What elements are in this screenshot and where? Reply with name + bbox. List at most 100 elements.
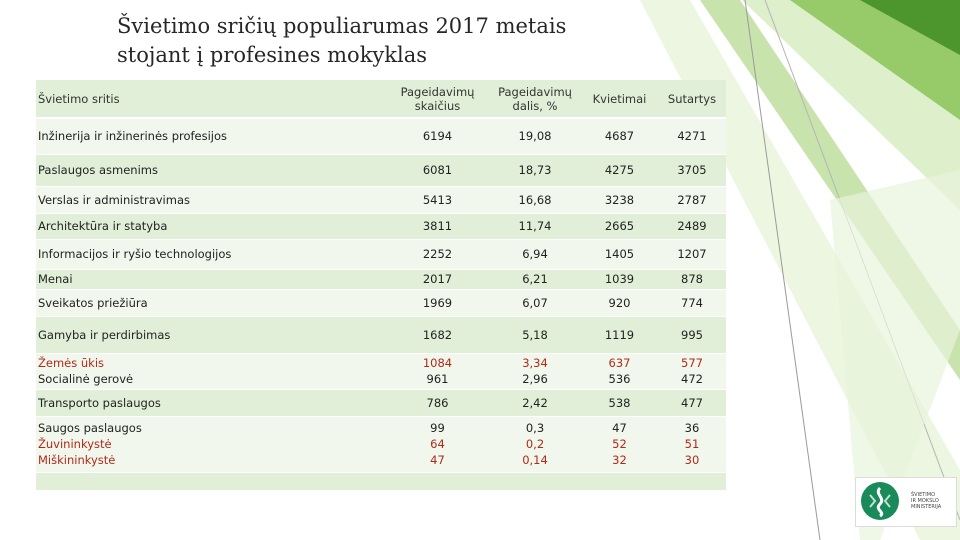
row-contracts: 477	[658, 389, 726, 417]
table-row: Inžinerija ir inžinerinės profesijos 619…	[36, 118, 726, 155]
row-wishes-pair: 1084 961	[386, 353, 489, 390]
value-invitations-fishery: 52	[612, 437, 627, 451]
value-wishes-fishery: 64	[430, 437, 445, 451]
value-share-forestry: 0,14	[522, 453, 548, 467]
row-invitations: 1119	[581, 316, 658, 354]
education-areas-table: Švietimo sritis Pageidavimų skaičius Pag…	[36, 80, 726, 491]
table-row: Paslaugos asmenims 6081 18,73 4275 3705	[36, 154, 726, 187]
row-contracts: 3705	[658, 154, 726, 187]
row-area: Transporto paslaugos	[36, 389, 386, 417]
row-area: Sveikatos priežiūra	[36, 289, 386, 317]
row-invitations: 1039	[581, 269, 658, 290]
value-wishes-social: 961	[426, 372, 449, 386]
row-share-triple: 0,3 0,2 0,14	[489, 416, 581, 473]
value-contracts-security: 36	[684, 421, 700, 435]
header-wish-count-line1: Pageidavimų	[400, 84, 475, 99]
row-invitations: 4687	[581, 118, 658, 155]
table-row: Menai 2017 6,21 1039 878	[36, 269, 726, 290]
table-row: Transporto paslaugos 786 2,42 538 477	[36, 389, 726, 417]
title-line-2: stojant į profesines mokyklas	[117, 43, 428, 67]
value-share-agriculture: 3,34	[522, 356, 548, 370]
row-area-agriculture: Žemės ūkis	[38, 356, 105, 370]
value-contracts-fishery: 51	[684, 437, 700, 451]
table-header-row: Švietimo sritis Pageidavimų skaičius Pag…	[36, 80, 726, 119]
header-wish-count: Pageidavimų skaičius	[386, 80, 489, 119]
ministry-logo-text: ŠVIETIMO IR MOKSLO MINISTERIJA	[911, 492, 941, 510]
value-invitations-social: 536	[608, 372, 631, 386]
logo-line-2: IR MOKSLO	[911, 498, 939, 504]
row-contracts: 995	[658, 316, 726, 354]
row-contracts: 1207	[658, 239, 726, 270]
row-wishes: 5413	[386, 186, 489, 214]
table-row: Verslas ir administravimas 5413 16,68 32…	[36, 186, 726, 214]
header-contracts: Sutartys	[658, 80, 726, 119]
row-invitations: 538	[581, 389, 658, 417]
empty-cell	[489, 472, 581, 491]
row-share: 19,08	[489, 118, 581, 155]
title-line-1: Švietimo sričių populiarumas 2017 metais	[117, 14, 567, 38]
empty-cell	[386, 472, 489, 491]
value-share-fishery: 0,2	[525, 437, 545, 451]
row-area: Paslaugos asmenims	[36, 154, 386, 187]
value-contracts-forestry: 30	[684, 453, 700, 467]
row-contracts: 4271	[658, 118, 726, 155]
table-row-pair: Žemės ūkis Socialinė gerovė 1084 961 3,3…	[36, 353, 726, 390]
row-area: Informacijos ir ryšio technologijos	[36, 239, 386, 270]
row-share-pair: 3,34 2,96	[489, 353, 581, 390]
row-invitations: 4275	[581, 154, 658, 187]
empty-cell	[36, 472, 386, 491]
row-invitations-triple: 47 52 32	[581, 416, 658, 473]
value-invitations-forestry: 32	[612, 453, 627, 467]
value-wishes-agriculture: 1084	[422, 356, 453, 370]
value-invitations-security: 47	[612, 421, 627, 435]
row-contracts: 2787	[658, 186, 726, 214]
row-contracts-triple: 36 51 30	[658, 416, 726, 473]
header-wish-share-line1: Pageidavimų	[498, 84, 572, 99]
row-area-fishery: Žuvininkystė	[38, 437, 112, 451]
value-share-security: 0,3	[525, 421, 545, 435]
row-invitations-pair: 637 536	[581, 353, 658, 390]
row-wishes: 3811	[386, 213, 489, 240]
row-contracts: 2489	[658, 213, 726, 240]
value-share-social: 2,96	[522, 372, 548, 386]
table-row: Architektūra ir statyba 3811 11,74 2665 …	[36, 213, 726, 240]
row-area-security: Saugos paslaugos	[38, 421, 142, 435]
row-share: 2,42	[489, 389, 581, 417]
value-wishes-security: 99	[430, 421, 445, 435]
page-title: Švietimo sričių populiarumas 2017 metais…	[117, 12, 677, 70]
row-area: Menai	[36, 269, 386, 290]
row-share: 16,68	[489, 186, 581, 214]
row-invitations: 2665	[581, 213, 658, 240]
row-wishes: 1682	[386, 316, 489, 354]
row-wishes: 2252	[386, 239, 489, 270]
empty-cell	[581, 472, 658, 491]
header-wish-share: Pageidavimų dalis, %	[489, 80, 581, 119]
logo-line-3: MINISTERIJA	[911, 504, 942, 510]
row-wishes-triple: 99 64 47	[386, 416, 489, 473]
row-area: Inžinerija ir inžinerinės profesijos	[36, 118, 386, 155]
row-wishes: 2017	[386, 269, 489, 290]
table-row-triple: Saugos paslaugos Žuvininkystė Miškininky…	[36, 416, 726, 473]
row-area: Architektūra ir statyba	[36, 213, 386, 240]
row-share: 11,74	[489, 213, 581, 240]
table-row-empty	[36, 472, 726, 491]
row-share: 18,73	[489, 154, 581, 187]
row-area: Verslas ir administravimas	[36, 186, 386, 214]
row-share: 6,07	[489, 289, 581, 317]
value-invitations-agriculture: 637	[608, 356, 631, 370]
row-invitations: 920	[581, 289, 658, 317]
header-area: Švietimo sritis	[36, 80, 386, 119]
row-invitations: 3238	[581, 186, 658, 214]
row-share: 6,21	[489, 269, 581, 290]
row-contracts: 774	[658, 289, 726, 317]
row-contracts-pair: 577 472	[658, 353, 726, 390]
row-area-forestry: Miškininkystė	[38, 453, 116, 467]
row-area: Gamyba ir perdirbimas	[36, 316, 386, 354]
row-wishes: 6081	[386, 154, 489, 187]
header-invitations: Kvietimai	[581, 80, 658, 119]
logo-line-1: ŠVIETIMO	[911, 492, 936, 498]
row-invitations: 1405	[581, 239, 658, 270]
row-wishes: 786	[386, 389, 489, 417]
ministry-emblem-icon	[861, 482, 899, 520]
row-share: 6,94	[489, 239, 581, 270]
